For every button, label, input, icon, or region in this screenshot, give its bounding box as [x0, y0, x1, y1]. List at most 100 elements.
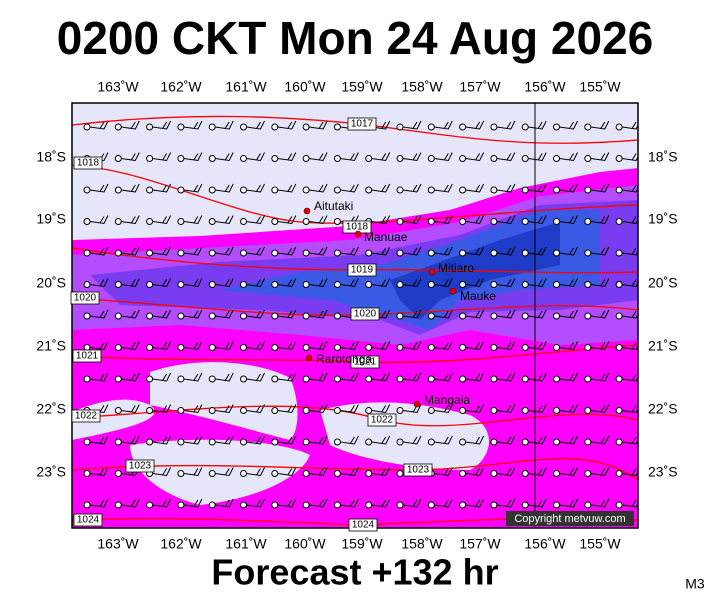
barb: [528, 372, 547, 382]
place-name: Manuae: [364, 230, 408, 244]
station: [615, 438, 623, 446]
station: [396, 155, 404, 162]
station: [521, 123, 529, 131]
station: [333, 155, 341, 162]
station: [208, 186, 216, 194]
station: [553, 501, 560, 509]
lon-label-top: 162˚W: [160, 79, 202, 95]
station: [146, 438, 154, 446]
barb: [496, 183, 516, 193]
barb: [121, 435, 140, 445]
station: [271, 155, 279, 162]
isobar-label-box: [71, 409, 101, 423]
barb: [434, 183, 453, 193]
station: [177, 407, 185, 414]
station: [615, 218, 623, 225]
station: [114, 218, 122, 225]
forecast-label: Forecast +132 hr: [211, 552, 498, 593]
station: [365, 375, 373, 383]
barb: [402, 341, 422, 351]
station: [521, 407, 529, 414]
station: [333, 501, 341, 509]
barb: [277, 498, 297, 508]
station: [146, 123, 154, 131]
station: [427, 218, 435, 225]
lon-label-top: 156˚W: [524, 79, 566, 95]
station: [615, 344, 623, 351]
isobar-label: 1018: [346, 222, 369, 233]
barb: [622, 405, 638, 414]
barb: [371, 183, 391, 193]
isobar-label: 1024: [352, 520, 375, 531]
barb: [277, 278, 297, 288]
barb: [340, 152, 359, 162]
barb: [559, 498, 578, 508]
station: [208, 312, 216, 320]
isobar-label-box: [125, 459, 155, 473]
station: [521, 218, 529, 225]
barb: [152, 372, 172, 382]
barb: [89, 215, 109, 225]
isobar-label-box: [403, 463, 433, 477]
barb: [121, 183, 140, 193]
barb: [528, 246, 547, 256]
station: [114, 375, 122, 383]
station: [83, 249, 91, 257]
station: [459, 312, 467, 320]
station: [490, 312, 498, 320]
barb: [89, 246, 109, 256]
barb: [559, 120, 578, 130]
place-name: Mauke: [460, 289, 496, 303]
station: [302, 501, 310, 509]
isobar-label: 1020: [74, 293, 97, 304]
barb: [559, 183, 578, 193]
barb: [121, 246, 140, 256]
station: [490, 501, 498, 509]
station: [302, 312, 310, 320]
barb: [496, 152, 516, 162]
barb: [246, 341, 265, 351]
station: [427, 407, 435, 414]
station: [83, 281, 91, 288]
barb: [121, 498, 140, 508]
station: [271, 407, 279, 414]
title: 0200 CKT Mon 24 Aug 2026: [57, 12, 654, 64]
barb: [590, 404, 610, 414]
station: [271, 344, 279, 351]
station: [553, 218, 560, 225]
barb: [183, 404, 203, 414]
place-name: Mitiaro: [438, 261, 474, 275]
station: [177, 186, 185, 194]
lat-label-right: 20˚S: [648, 275, 678, 291]
lat-label-left: 21˚S: [36, 338, 66, 354]
station: [459, 155, 467, 162]
station: [83, 501, 91, 509]
lon-label-top: 160˚W: [284, 79, 326, 95]
station: [459, 186, 467, 194]
barb: [590, 498, 610, 508]
station: [365, 407, 373, 414]
barb: [434, 152, 453, 162]
station: [240, 155, 247, 162]
barb: [528, 467, 547, 477]
barb: [340, 435, 359, 445]
barb: [340, 404, 359, 414]
barb: [402, 498, 422, 508]
barb: [559, 215, 578, 225]
station: [333, 438, 341, 446]
barb: [371, 341, 391, 351]
isobar-label-box: [350, 307, 380, 321]
isobar-label: 1017: [351, 119, 374, 130]
station: [114, 438, 122, 446]
station: [83, 470, 91, 477]
station: [553, 344, 560, 351]
barb: [434, 215, 453, 225]
barb: [277, 183, 297, 193]
station: [459, 344, 467, 351]
station: [83, 123, 91, 131]
barb: [465, 278, 485, 288]
station: [615, 123, 623, 131]
barb: [622, 216, 638, 225]
station: [521, 155, 529, 162]
